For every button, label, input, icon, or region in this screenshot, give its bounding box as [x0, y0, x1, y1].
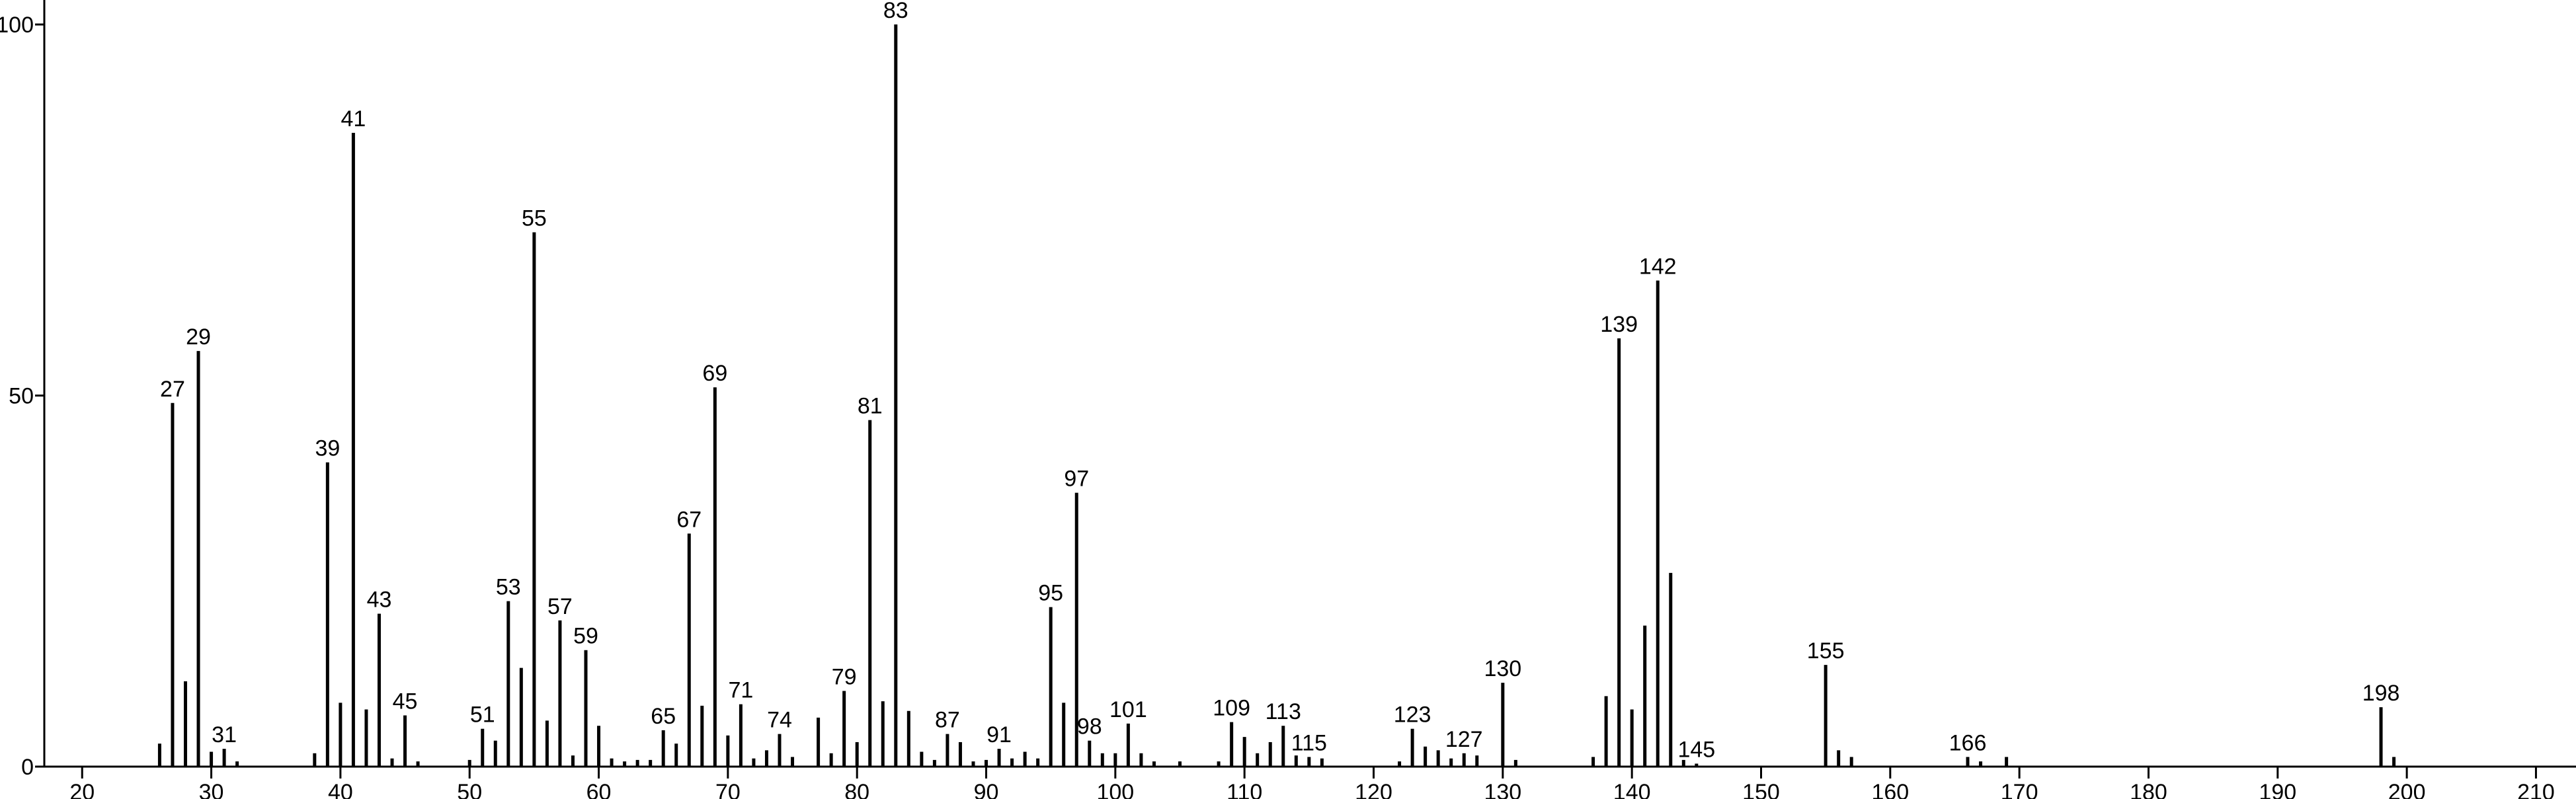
x-tick-label: 150 [1742, 780, 1780, 799]
peak-label: 115 [1291, 730, 1327, 755]
peak-label: 59 [573, 624, 598, 649]
peak-label: 83 [883, 0, 908, 23]
x-tick-label: 50 [457, 780, 482, 799]
peak-label: 145 [1677, 738, 1715, 763]
x-tick-label: 100 [1096, 780, 1134, 799]
x-tick-label: 120 [1355, 780, 1392, 799]
peak-label: 166 [1949, 730, 1987, 755]
peak-label: 123 [1394, 703, 1431, 728]
peak-label: 127 [1445, 727, 1483, 752]
peak-label: 57 [547, 594, 573, 619]
peak-label: 69 [702, 361, 727, 386]
peak-label: 87 [935, 708, 960, 733]
peak-label: 113 [1266, 699, 1301, 724]
peak-label: 45 [393, 689, 418, 714]
x-tick-label: 200 [2388, 780, 2426, 799]
peak-label: 95 [1038, 581, 1063, 606]
peak-label: 67 [676, 507, 702, 532]
x-tick-label: 140 [1613, 780, 1651, 799]
peak-label: 65 [651, 704, 676, 729]
x-tick-label: 80 [844, 780, 869, 799]
peak-label: 97 [1064, 467, 1089, 492]
y-tick-label: 0 [21, 755, 34, 780]
x-tick-label: 110 [1227, 780, 1262, 799]
peak-label: 43 [367, 588, 392, 613]
x-tick-label: 180 [2130, 780, 2167, 799]
peak-label: 31 [212, 722, 237, 747]
peak-label: 155 [1807, 638, 1845, 664]
peak-label: 29 [186, 324, 211, 350]
x-tick-label: 190 [2259, 780, 2296, 799]
x-tick-label: 30 [199, 780, 224, 799]
peak-label: 55 [522, 206, 547, 231]
peak-label: 101 [1109, 697, 1147, 722]
x-tick-label: 160 [1871, 780, 1909, 799]
peak-label: 91 [986, 722, 1012, 747]
peak-label: 139 [1600, 312, 1638, 337]
x-tick-label: 170 [2001, 780, 2038, 799]
peak-label: 142 [1639, 254, 1677, 279]
peak-label: 198 [2362, 681, 2400, 706]
peak-label: 39 [315, 436, 340, 461]
x-tick-label: 60 [586, 780, 612, 799]
y-tick-label: 50 [9, 384, 34, 409]
peak-label: 27 [160, 377, 185, 402]
x-tick-label: 40 [328, 780, 353, 799]
x-tick-label: 20 [69, 780, 95, 799]
x-tick-label: 70 [715, 780, 741, 799]
x-tick-label: 210 [2517, 780, 2555, 799]
peak-label: 74 [767, 708, 792, 733]
peak-label: 130 [1484, 656, 1521, 681]
peak-label: 53 [496, 575, 521, 600]
peak-label: 81 [858, 394, 883, 419]
y-tick-label: 100 [0, 13, 34, 38]
peak-label: 71 [728, 678, 753, 703]
peak-label: 51 [470, 703, 495, 728]
peak-label: 79 [832, 664, 857, 689]
peak-label: 98 [1077, 714, 1102, 740]
peak-label: 41 [341, 106, 366, 132]
peak-label: 109 [1213, 696, 1250, 721]
x-tick-label: 90 [974, 780, 999, 799]
x-tick-label: 130 [1484, 780, 1521, 799]
